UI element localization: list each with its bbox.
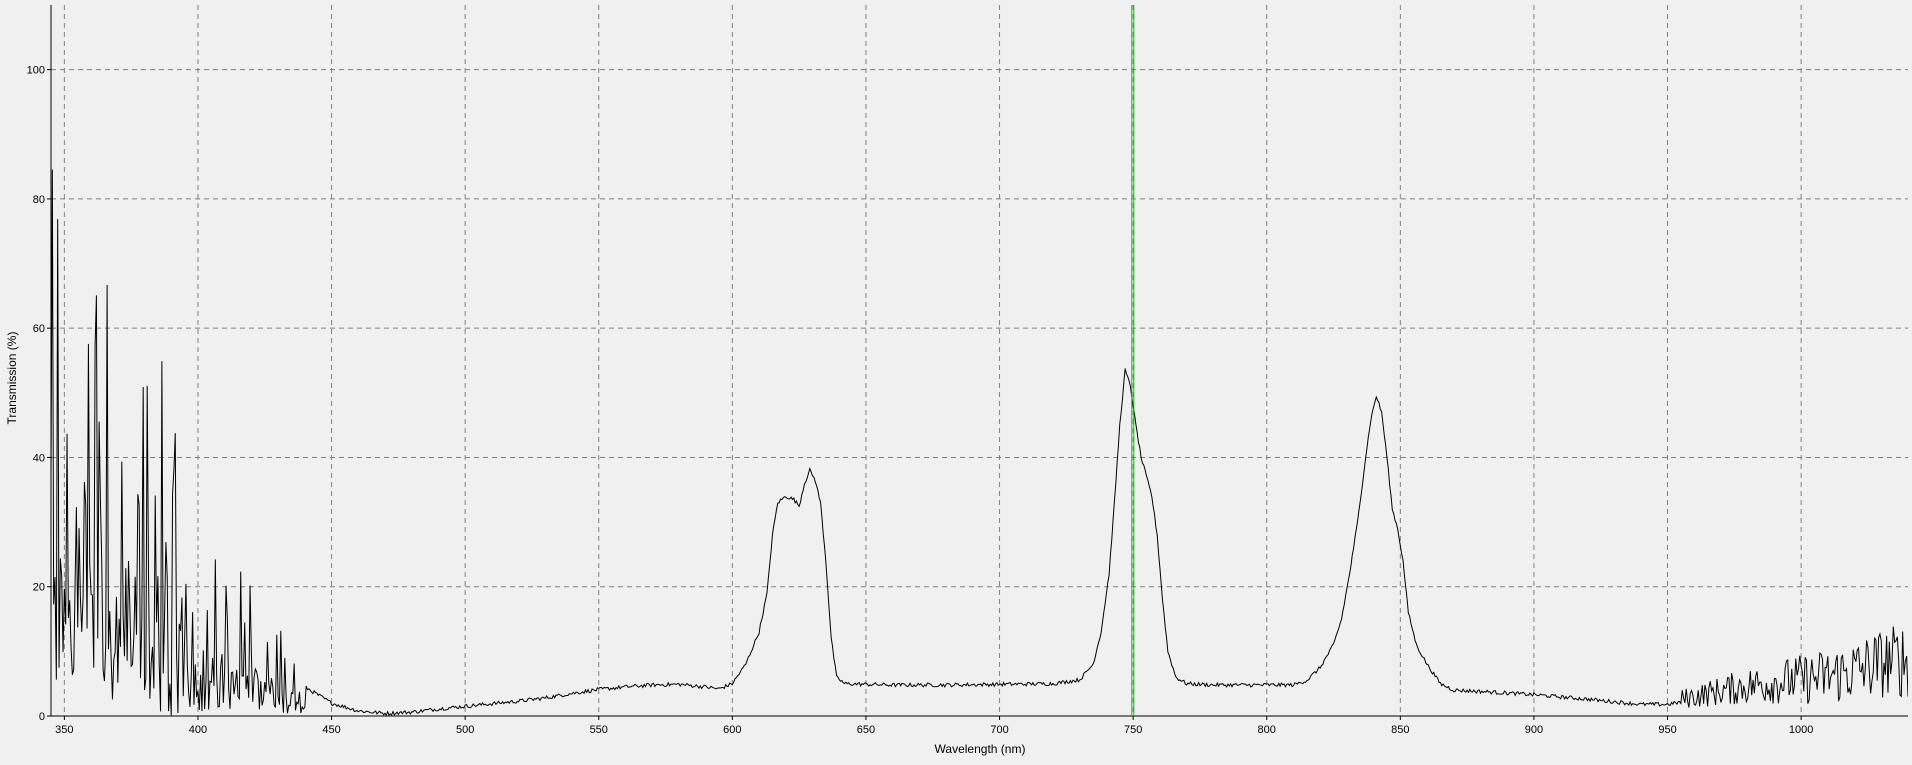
x-axis-title: Wavelength (nm) (935, 742, 1026, 756)
x-tick-label: 850 (1391, 724, 1409, 736)
x-tick-label: 600 (723, 724, 741, 736)
y-tick-label: 0 (39, 711, 45, 723)
y-tick-label: 80 (33, 194, 45, 206)
y-axis-title: Transmission (%) (5, 332, 19, 425)
x-tick-label: 800 (1258, 724, 1276, 736)
y-tick-label: 20 (33, 582, 45, 594)
x-tick-label: 500 (456, 724, 474, 736)
x-tick-label: 700 (990, 724, 1008, 736)
x-tick-label: 350 (55, 724, 73, 736)
x-tick-label: 750 (1124, 724, 1142, 736)
marker-layer (1131, 5, 1135, 716)
x-tick-label: 900 (1525, 724, 1543, 736)
series-layer (51, 169, 1908, 716)
y-tick-labels: 0 20 40 60 80 100 (27, 65, 45, 723)
y-tick-label: 100 (27, 65, 45, 77)
x-tick-label: 950 (1658, 724, 1676, 736)
y-tick-label: 40 (33, 452, 45, 464)
grid-lines (51, 5, 1908, 716)
x-tick-label: 550 (590, 724, 608, 736)
x-tick-label: 1000 (1789, 724, 1813, 736)
x-tick-label: 400 (189, 724, 207, 736)
axes (47, 5, 1908, 720)
x-tick-label: 450 (322, 724, 340, 736)
x-tick-label: 650 (857, 724, 875, 736)
y-tick-label: 60 (33, 323, 45, 335)
x-tick-labels: 350 400 450 500 550 600 650 700 750 800 850 900 950 1… (55, 724, 1813, 736)
transmission-series-line (51, 169, 1908, 716)
